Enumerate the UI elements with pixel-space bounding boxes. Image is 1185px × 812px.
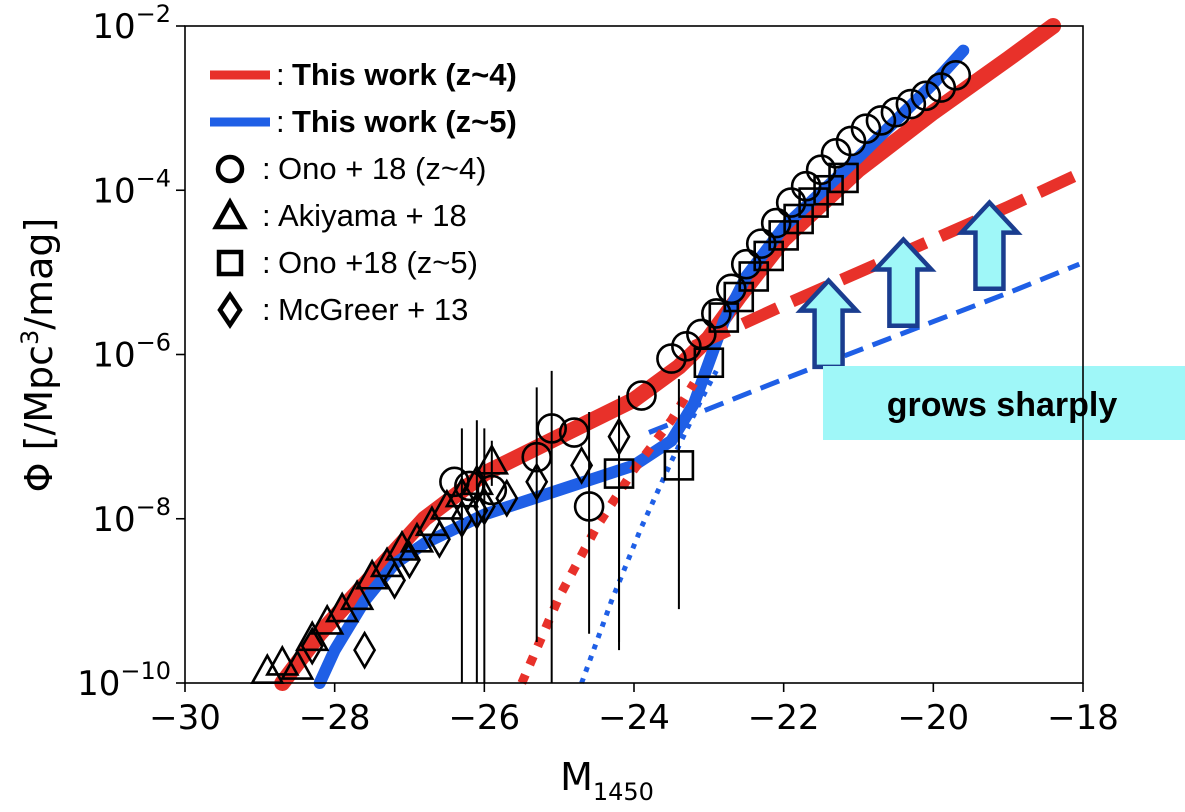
point-circle [865,105,897,136]
x-tick-label: −18 [1047,698,1119,738]
point-triangle [280,648,315,680]
point-diamond [570,445,594,485]
point-circle [805,154,837,186]
point-circle [536,413,567,444]
legend-label: Akiyama + 18 [278,198,467,233]
legend-label: This work (z~5) [292,104,517,139]
point-circle [940,59,972,91]
x-tick-label: −30 [149,698,221,738]
point-triangle [474,443,510,475]
x-tick-label: −26 [448,698,520,738]
legend-swatch-diamond [217,290,243,330]
point-circle [454,470,485,502]
point-triangle [265,644,300,676]
legend-separator: : [276,57,285,92]
legend-separator: : [276,104,285,139]
legend: : This work (z~4): This work (z~5): Ono + 1… [210,57,517,330]
point-diamond [383,560,407,600]
x-axis-label: M1450 [560,755,654,806]
point-circle [558,417,590,448]
line-z5-bright-dotted [579,369,719,684]
point-diamond [607,417,631,457]
line-z4-bright-dotted [517,380,698,685]
legend-label: McGreer + 13 [278,292,468,327]
point-diamond [495,478,519,518]
legend-separator: : [262,198,271,233]
legend-label: Ono + 18 (z~4) [278,151,487,186]
legend-separator: : [262,292,271,327]
y-tick-label: 10−6 [92,329,171,376]
y-tick-label: 10−8 [92,493,171,540]
point-triangle [339,579,375,611]
point-diamond [525,462,549,502]
up-arrows [795,199,1023,370]
point-diamond [300,626,324,666]
y-axis-label: Φ [/Mpc3/mag] [16,218,61,493]
grows-sharply-annotation: grows sharply [823,366,1185,440]
x-tick-label: −24 [598,698,670,738]
legend-label: Ono +18 (z~5) [278,245,478,280]
point-circle [910,80,942,112]
point-circle [850,113,882,144]
point-circle [730,248,762,280]
legend-swatch-square [216,249,244,277]
point-circle [880,96,912,128]
point-circle [760,207,792,239]
legend-separator: : [262,151,271,186]
legend-swatch-circle [215,154,245,184]
y-tick-label: 10−10 [77,657,171,704]
data-points [250,59,972,684]
point-circle [573,491,605,522]
up-arrow [870,236,937,329]
annotation-box [823,366,1185,440]
point-circle [626,380,657,411]
annotation-text: grows sharply [887,386,1118,424]
axis-ticks: −30 −28 −26 −24 −22 −20 −18 10−10 10−8 10−6 10−4 10… [77,0,1119,738]
legend-label: This work (z~4) [292,57,517,92]
x-tick-label: −22 [748,698,820,738]
legend-swatch-triangle [212,197,248,230]
up-arrow [956,199,1023,292]
point-triangle [295,620,330,652]
point-circle [895,88,927,120]
point-triangle [384,529,420,561]
point-diamond [353,630,377,670]
point-diamond [465,490,489,531]
point-triangle [399,521,435,553]
line-z5-faint-dashed [648,261,1081,435]
y-tick-label: 10−4 [92,164,171,211]
point-diamond [397,540,422,580]
point-circle [521,441,553,473]
y-tick-label: 10−2 [92,0,171,47]
point-diamond [427,519,451,559]
legend-separator: : [262,245,271,280]
point-square [663,450,695,481]
up-arrow [795,277,862,370]
x-tick-label: −28 [299,698,371,738]
point-square [693,347,725,379]
point-diamond [472,486,496,526]
point-square [603,458,635,489]
x-tick-label: −20 [897,698,969,738]
point-circle [701,298,732,329]
point-circle [745,228,777,259]
point-square [828,162,859,194]
